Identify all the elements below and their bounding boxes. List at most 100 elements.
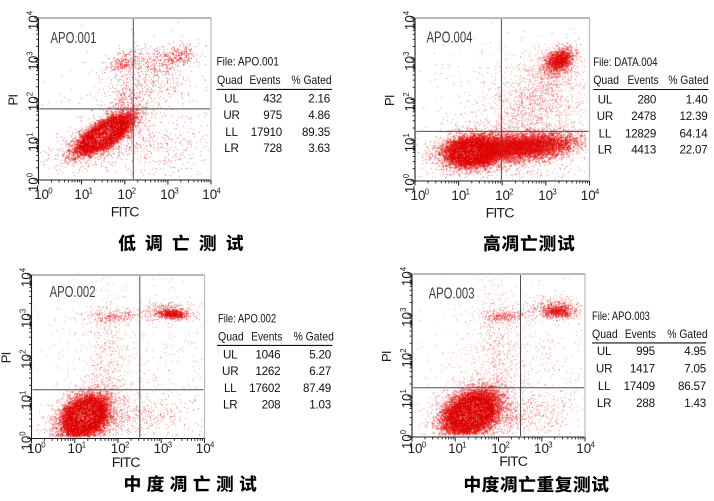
svg-text:1262: 1262	[255, 365, 280, 378]
svg-text:104: 104	[402, 10, 417, 30]
svg-text:103: 103	[399, 308, 414, 327]
svg-text:UR: UR	[596, 362, 612, 375]
svg-text:File: APO.003: File: APO.003	[592, 310, 650, 323]
svg-text:UR: UR	[597, 110, 613, 123]
svg-text:102: 102	[19, 350, 34, 369]
svg-text:10: 10	[451, 188, 466, 203]
svg-text:975: 975	[263, 109, 282, 122]
svg-text:100: 100	[26, 172, 41, 192]
svg-text:10: 10	[160, 187, 175, 202]
svg-text:3: 3	[552, 188, 556, 197]
svg-text:0: 0	[422, 441, 427, 450]
svg-text:1: 1	[466, 188, 470, 197]
svg-text:102: 102	[402, 92, 417, 111]
svg-text:17602: 17602	[249, 382, 280, 395]
svg-text:10: 10	[34, 187, 49, 202]
svg-text:101: 101	[26, 132, 41, 151]
svg-text:87.49: 87.49	[303, 382, 331, 395]
svg-text:3.63: 3.63	[308, 142, 330, 155]
svg-text:3: 3	[174, 186, 178, 195]
svg-text:10: 10	[411, 188, 426, 203]
svg-text:1: 1	[89, 186, 93, 195]
svg-text:10: 10	[448, 441, 463, 456]
svg-text:10: 10	[68, 441, 83, 456]
svg-text:101: 101	[399, 389, 414, 408]
svg-text:LR: LR	[224, 142, 238, 155]
svg-text:LL: LL	[599, 127, 612, 140]
svg-text:FITC: FITC	[111, 204, 140, 220]
svg-text:64.14: 64.14	[679, 127, 708, 140]
svg-text:PI: PI	[6, 95, 21, 106]
svg-text:4: 4	[210, 440, 215, 449]
svg-text:12829: 12829	[625, 127, 656, 140]
svg-text:% Gated: % Gated	[291, 74, 331, 87]
svg-text:10: 10	[202, 187, 217, 202]
svg-text:103: 103	[19, 309, 34, 328]
svg-text:10: 10	[111, 441, 126, 456]
svg-text:10: 10	[576, 441, 591, 456]
svg-text:89.35: 89.35	[302, 126, 330, 139]
svg-text:101: 101	[402, 133, 417, 152]
svg-text:10: 10	[538, 188, 553, 203]
svg-text:LR: LR	[597, 397, 611, 410]
svg-text:UL: UL	[223, 349, 238, 362]
svg-text:102: 102	[399, 348, 414, 367]
svg-text:280: 280	[637, 94, 656, 107]
svg-text:File: APO.001: File: APO.001	[217, 56, 279, 69]
svg-text:File: DATA.004: File: DATA.004	[593, 56, 658, 69]
svg-text:7.05: 7.05	[684, 362, 706, 375]
svg-text:% Gated: % Gated	[294, 330, 334, 343]
svg-text:Quad: Quad	[218, 330, 244, 343]
svg-text:104: 104	[19, 267, 34, 287]
svg-text:10: 10	[491, 441, 506, 456]
svg-text:102: 102	[26, 92, 41, 111]
svg-text:0: 0	[48, 186, 53, 195]
svg-text:104: 104	[26, 10, 41, 30]
svg-text:UL: UL	[597, 345, 612, 358]
svg-text:Quad: Quad	[592, 328, 618, 341]
svg-text:10: 10	[196, 441, 211, 456]
svg-text:4: 4	[595, 188, 600, 197]
svg-text:728: 728	[263, 142, 282, 155]
svg-text:Quad: Quad	[217, 74, 243, 87]
svg-text:1.40: 1.40	[686, 94, 708, 107]
svg-text:5.20: 5.20	[309, 349, 331, 362]
svg-text:1417: 1417	[630, 362, 655, 375]
svg-text:104: 104	[399, 266, 414, 286]
svg-text:LR: LR	[598, 144, 612, 157]
svg-text:0: 0	[41, 440, 46, 449]
svg-text:12.39: 12.39	[679, 110, 707, 123]
svg-text:UR: UR	[222, 365, 238, 378]
svg-text:LL: LL	[224, 382, 237, 395]
svg-text:4413: 4413	[631, 144, 656, 157]
svg-text:10: 10	[74, 187, 89, 202]
svg-text:4: 4	[217, 186, 222, 195]
svg-text:Quad: Quad	[593, 74, 619, 87]
svg-text:101: 101	[19, 390, 34, 409]
svg-text:10: 10	[408, 441, 423, 456]
svg-text:4.95: 4.95	[684, 345, 706, 358]
svg-text:2478: 2478	[631, 110, 656, 123]
svg-text:LL: LL	[598, 380, 611, 393]
svg-text:1.03: 1.03	[309, 398, 331, 411]
svg-text:Events: Events	[628, 74, 659, 87]
svg-text:PI: PI	[382, 95, 397, 106]
svg-text:FITC: FITC	[499, 454, 528, 470]
svg-text:0: 0	[425, 188, 430, 197]
svg-text:3: 3	[548, 441, 552, 450]
svg-text:103: 103	[26, 51, 41, 70]
svg-text:File: APO.002: File: APO.002	[218, 312, 276, 325]
svg-text:86.57: 86.57	[678, 380, 706, 393]
svg-text:FITC: FITC	[486, 206, 515, 222]
svg-text:APO.004: APO.004	[427, 29, 473, 46]
svg-text:3: 3	[168, 440, 172, 449]
svg-text:288: 288	[636, 397, 655, 410]
svg-text:2: 2	[509, 188, 513, 197]
svg-text:2: 2	[132, 186, 136, 195]
svg-text:% Gated: % Gated	[667, 328, 707, 341]
svg-text:432: 432	[263, 93, 282, 106]
svg-text:1: 1	[82, 440, 86, 449]
svg-text:10: 10	[118, 187, 133, 202]
svg-text:LR: LR	[223, 398, 237, 411]
svg-text:UL: UL	[224, 93, 239, 106]
